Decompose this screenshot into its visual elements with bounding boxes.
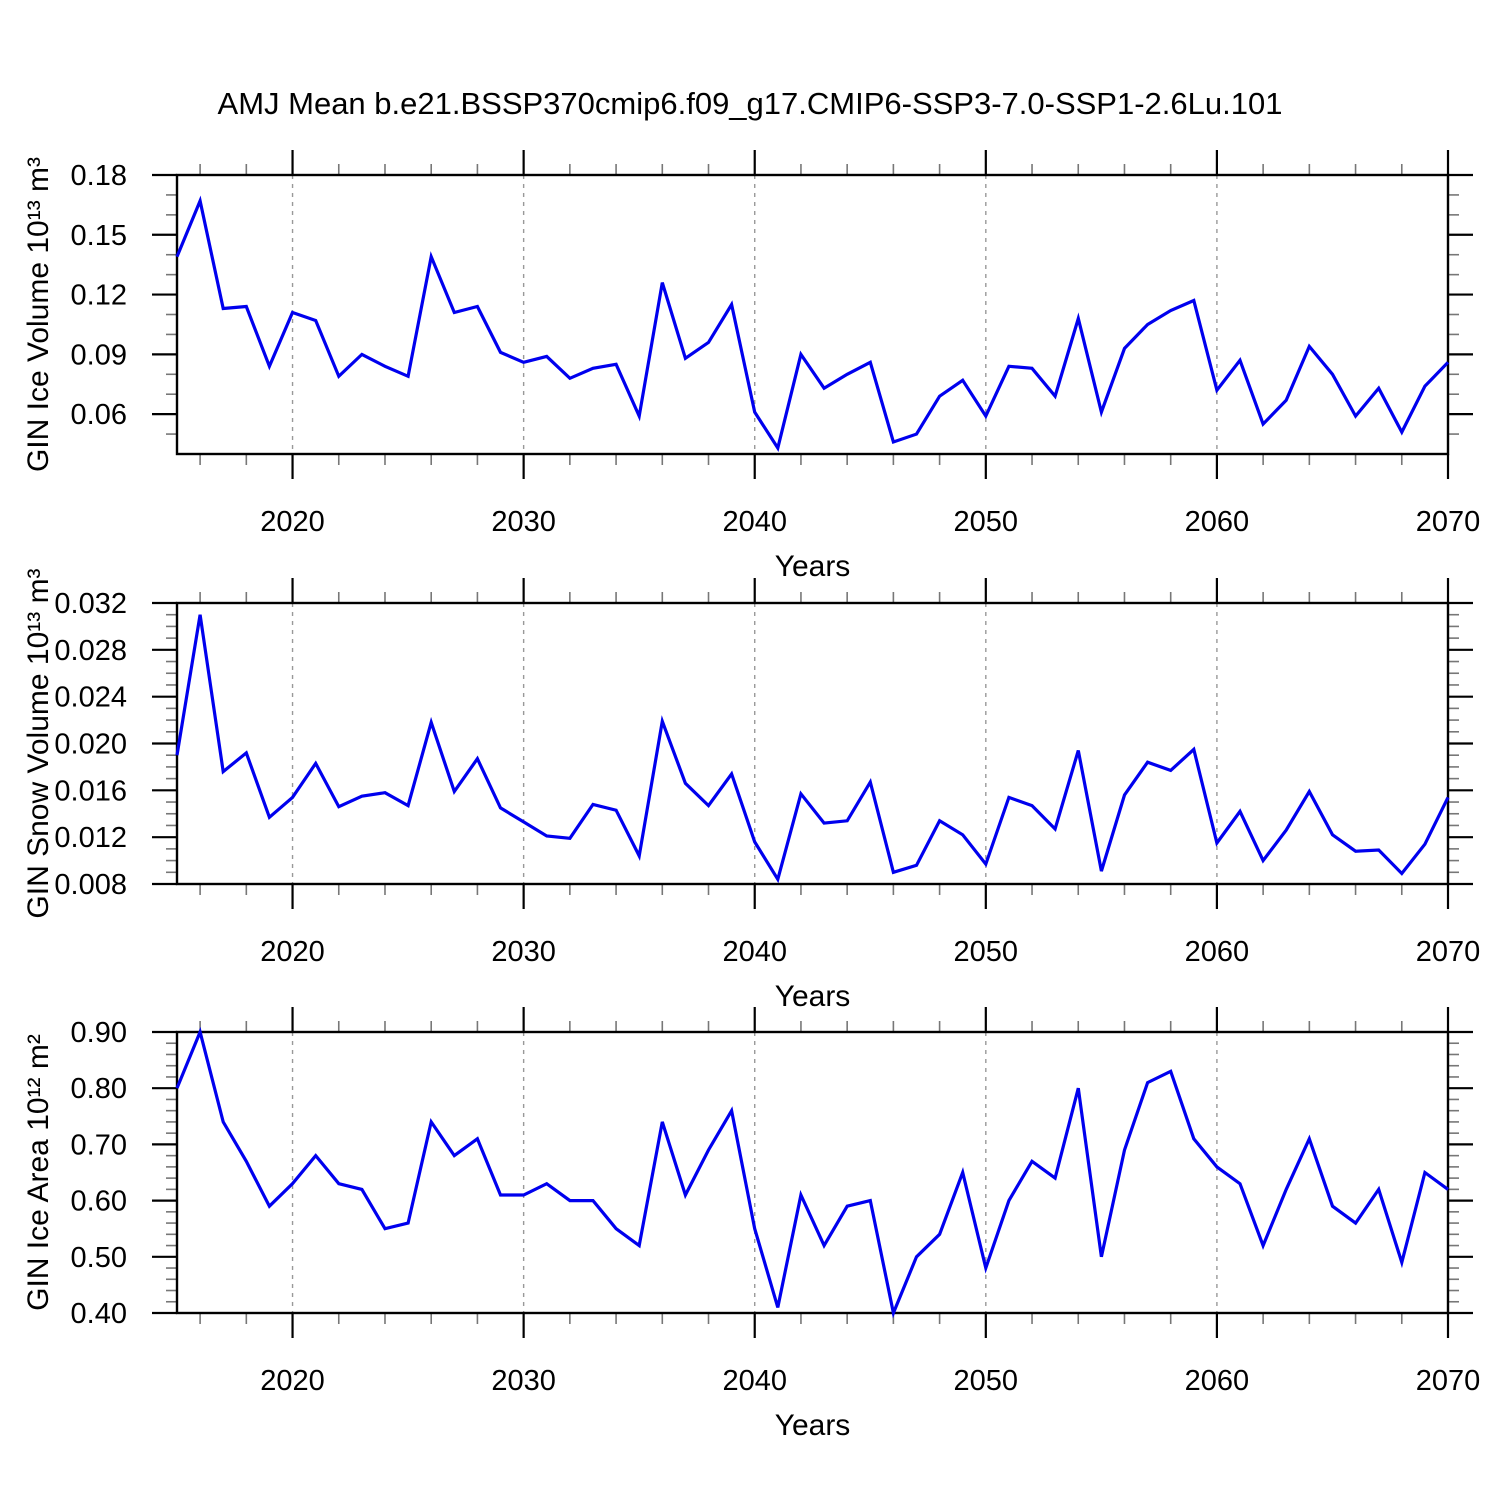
y-tick-label: 0.024	[54, 682, 127, 714]
y-tick-label: 0.80	[71, 1073, 127, 1105]
x-tick-label: 2050	[954, 1365, 1019, 1397]
x-tick-label: 2040	[722, 506, 787, 538]
y-tick-label: 0.008	[54, 869, 127, 901]
y-tick-label: 0.09	[71, 339, 127, 371]
x-tick-label: 2070	[1416, 506, 1481, 538]
y-axis-title: GIN Snow Volume 10¹³ m³	[22, 568, 55, 918]
x-tick-label: 2050	[954, 506, 1019, 538]
x-tick-label: 2060	[1185, 1365, 1250, 1397]
x-tick-label: 2020	[260, 936, 325, 968]
y-tick-label: 0.028	[54, 635, 127, 667]
x-tick-label: 2040	[722, 936, 787, 968]
x-axis-title: Years	[775, 980, 851, 1013]
y-axis-title: GIN Ice Volume 10¹³ m³	[22, 157, 55, 472]
panel-snow-volume: 0.008 0.012 0.016 0.020 0.024 0.028 0.032 2020 2…	[22, 568, 1480, 1013]
panel-ice-volume: 0.06 0.09 0.12 0.15 0.18 2020 2030 2040 2050 2060…	[22, 150, 1480, 583]
x-axis-title: Years	[775, 1409, 851, 1442]
chart-title: AMJ Mean b.e21.BSSP370cmip6.f09_g17.CMIP…	[217, 86, 1283, 121]
y-tick-label: 0.15	[71, 220, 127, 252]
data-line-snow-volume	[175, 614, 1450, 884]
x-tick-label: 2070	[1416, 1365, 1481, 1397]
y-tick-label: 0.06	[71, 399, 127, 431]
plot-frame	[175, 1030, 1450, 1315]
data-line-ice-area	[175, 1026, 1449, 1319]
x-tick-label: 2020	[260, 506, 325, 538]
y-tick-label: 0.40	[71, 1298, 127, 1330]
x-tick-label: 2060	[1185, 506, 1250, 538]
x-tick-label: 2020	[260, 1365, 325, 1397]
y-tick-label: 0.60	[71, 1186, 127, 1218]
data-line-ice-volume	[175, 195, 1450, 452]
y-tick-label: 0.70	[71, 1129, 127, 1161]
panel-ice-area: 0.40 0.50 0.60 0.70 0.80 0.90 2020 2030 2040 2050…	[22, 1007, 1480, 1442]
x-tick-label: 2060	[1185, 936, 1250, 968]
y-tick-label: 0.016	[54, 775, 127, 807]
x-tick-label: 2040	[722, 1365, 787, 1397]
y-tick-label: 0.90	[71, 1017, 127, 1049]
x-tick-label: 2050	[954, 936, 1019, 968]
y-tick-label: 0.032	[54, 588, 127, 620]
x-tick-label: 2030	[491, 1365, 556, 1397]
y-tick-label: 0.18	[71, 160, 127, 192]
y-tick-label: 0.50	[71, 1242, 127, 1274]
x-tick-label: 2030	[491, 506, 556, 538]
y-axis-title: GIN Ice Area 10¹² m²	[22, 1034, 55, 1311]
y-tick-label: 0.012	[54, 822, 127, 854]
x-axis-title: Years	[775, 550, 851, 583]
y-tick-label: 0.12	[71, 280, 127, 312]
x-tick-label: 2070	[1416, 936, 1481, 968]
y-tick-label: 0.020	[54, 729, 127, 761]
x-tick-label: 2030	[491, 936, 556, 968]
plot-frame	[175, 173, 1450, 456]
plot-frame	[175, 601, 1450, 886]
